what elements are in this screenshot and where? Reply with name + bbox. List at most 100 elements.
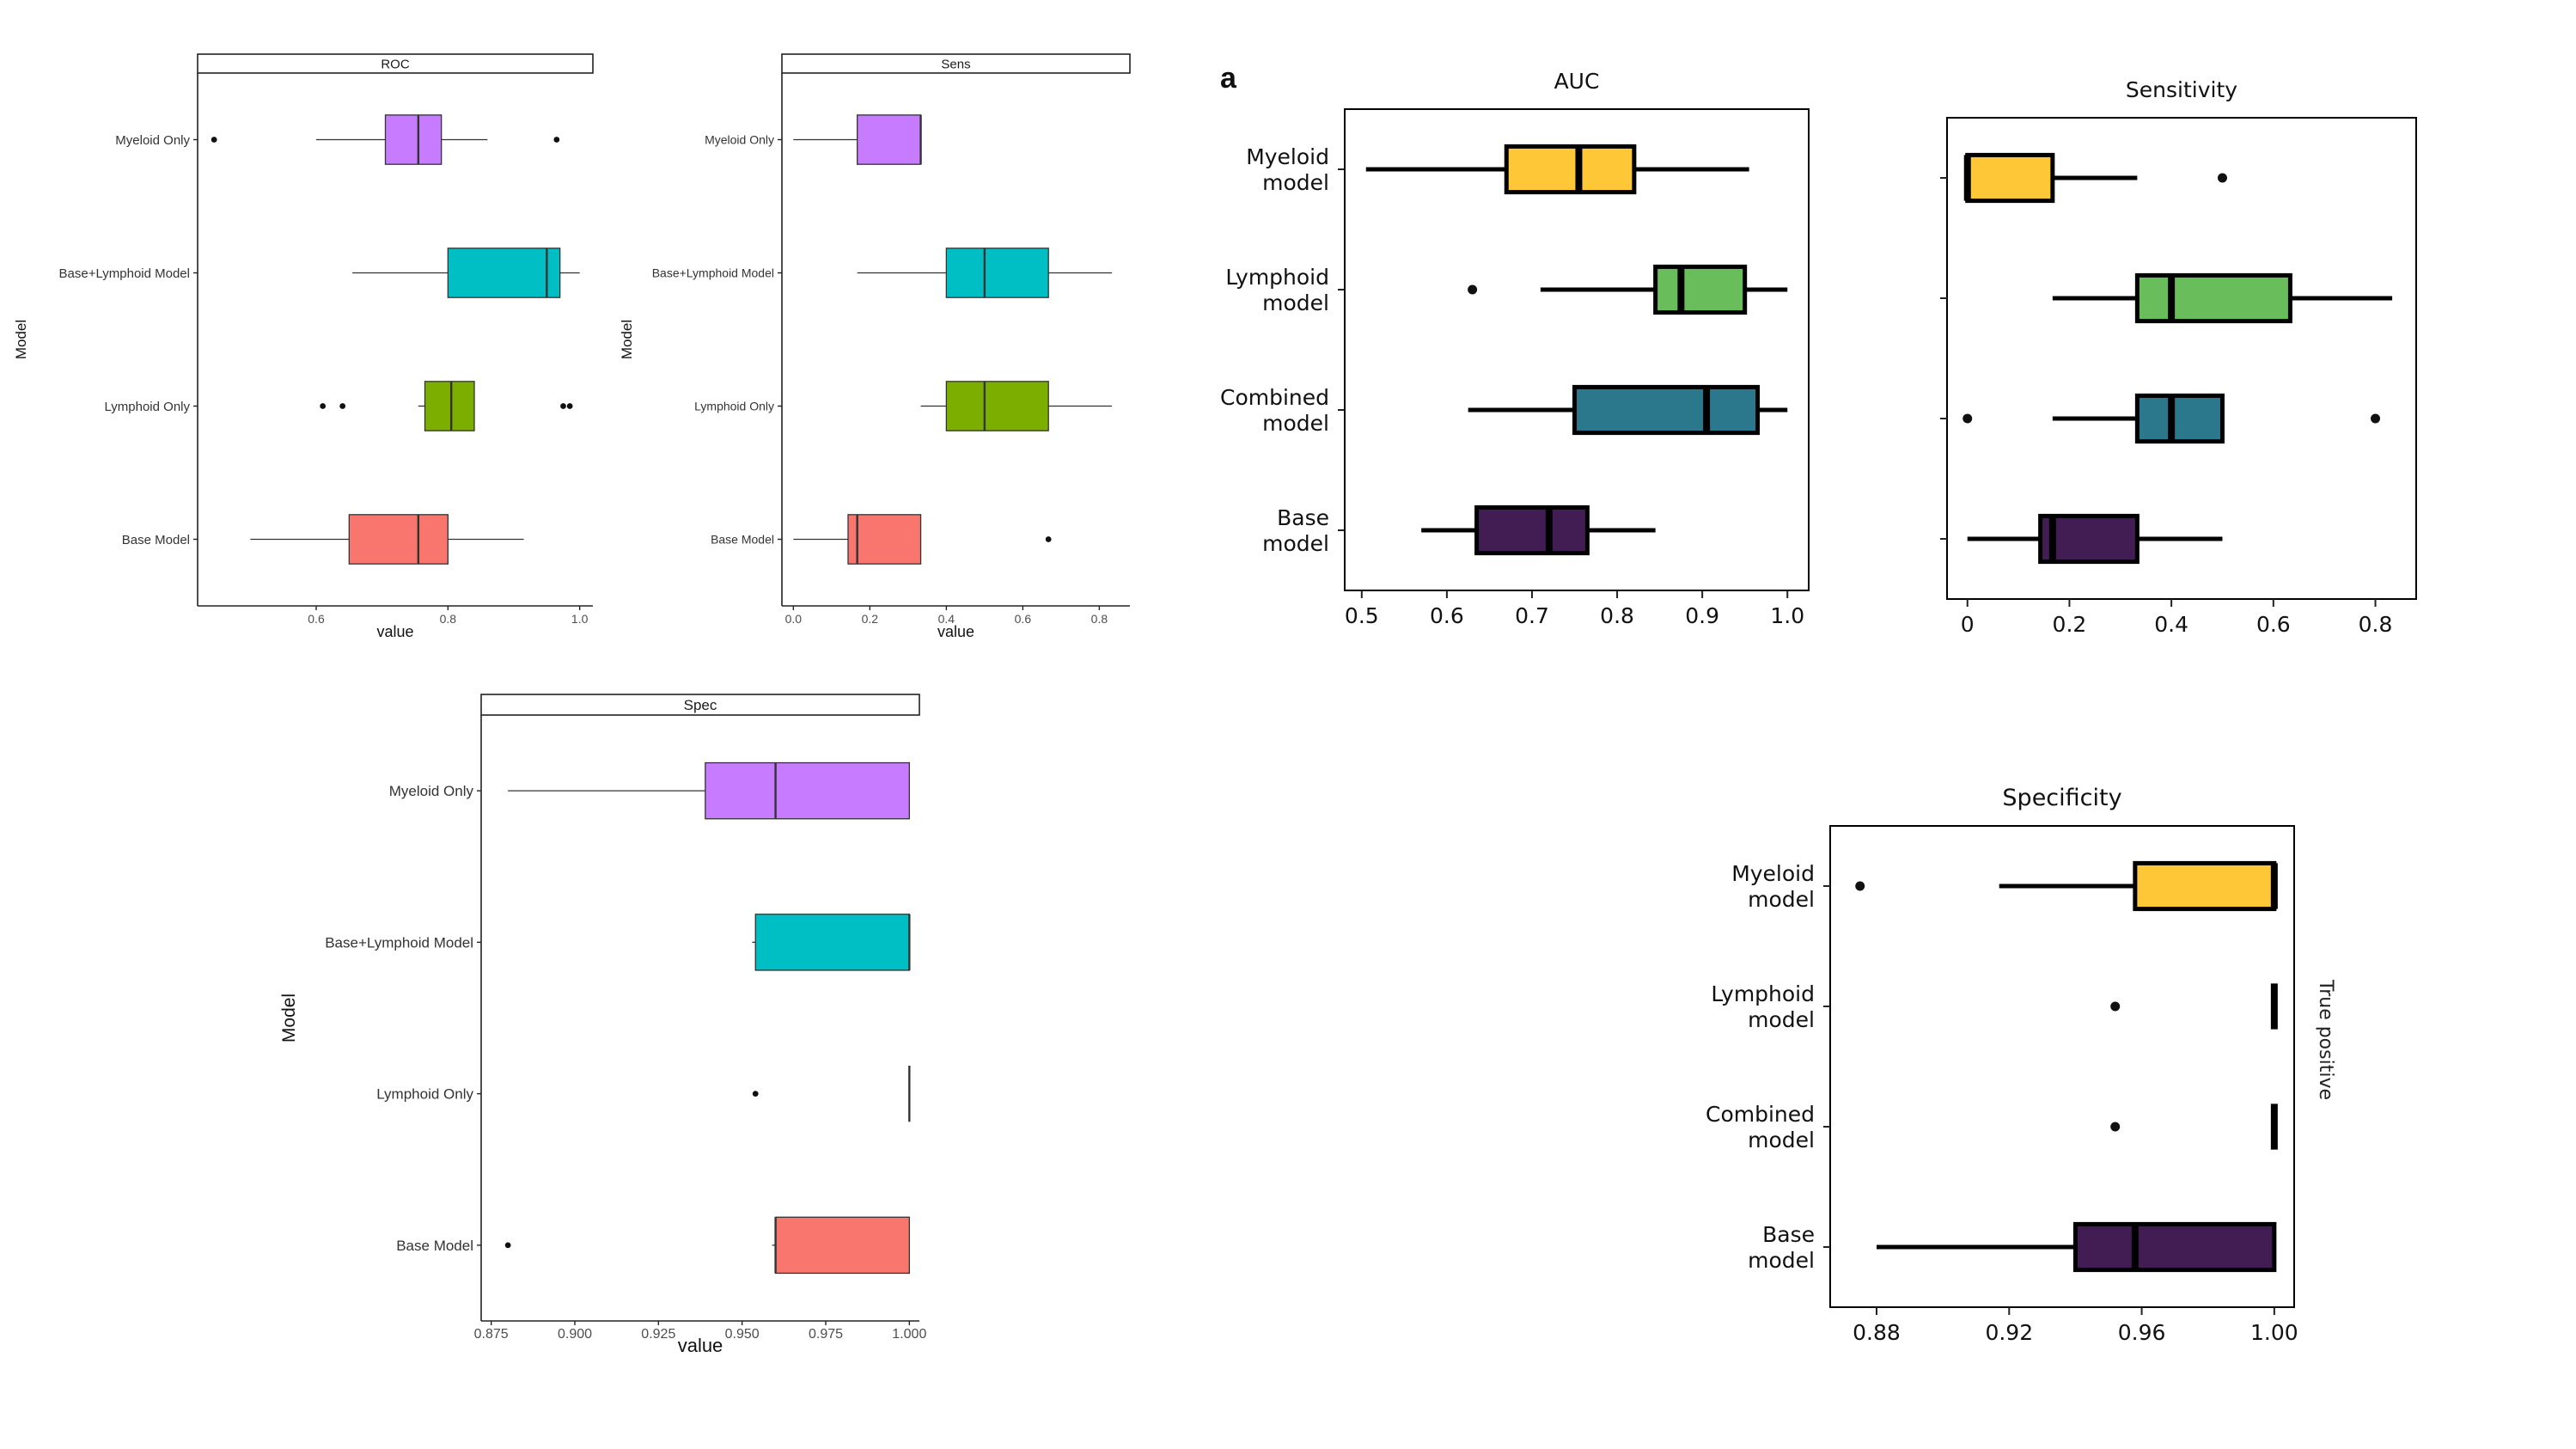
gg-sens-x-tick-label: 0.8 [1091,612,1108,626]
np-sens-box [2134,393,2225,444]
np-sens-x-tick-label: 0.2 [2053,612,2087,637]
gg-spec-outlier-point [752,1091,759,1097]
gg-roc-box [447,248,561,298]
gg-sens-box [847,514,922,565]
gg-roc-outlier-point [553,137,560,143]
np-spec-x-tick-label: 0.96 [2118,1320,2166,1345]
gg-roc-category-label: Base Model [122,533,190,547]
category-label-line: Base+Lymphoid Model [652,266,774,279]
category-label-line: Lymphoid Only [376,1086,473,1103]
category-label-line: model [1748,887,1815,912]
category-label-line: model [1262,290,1329,315]
np-sens-frame [1946,117,2417,600]
gg-spec-x-tick-label: 1.000 [892,1327,926,1342]
gg-spec-category-label: Lymphoid Only [376,1086,473,1103]
category-label-line: Lymphoid Only [105,400,191,414]
gg-sens-category-label: Lymphoid Only [694,399,774,413]
np-sens-box [1965,152,2055,204]
gg-sens-category-label: Base+Lymphoid Model [652,266,774,279]
category-label-line: model [1262,411,1329,436]
category-label-line: model [1262,531,1329,556]
category-label-line: Myeloid [1246,144,1329,169]
gg-spec-x-tick-label: 0.975 [809,1327,843,1342]
side-label-group: True positives [2315,979,2336,1110]
gg-sens-x-tick-label: 0.0 [785,612,803,626]
gg-roc-x-axis-title: value [376,623,413,640]
np-spec-category-label: Myeloid model [1731,861,1815,912]
np-auc-box [1572,384,1761,436]
np-spec-category-label: Base model [1748,1222,1815,1273]
np-auc-x-tick-label: 1.0 [1770,603,1804,628]
gg-spec-x-tick-label: 0.875 [474,1327,509,1342]
np-auc-x-tick-label: 0.9 [1685,603,1719,628]
np-auc-title: AUC [1554,69,1600,94]
gg-spec-x-tick-label: 0.900 [558,1327,592,1342]
gg-roc-strip [197,53,594,74]
gg-sens-title: Sens [941,57,970,71]
category-label-line: Base Model [396,1238,473,1254]
gg-roc-y-axis-title: Model [13,320,29,359]
np-auc-frame [1344,108,1810,591]
gg-sens-box [945,248,1049,298]
np-spec-category-label: Lymphoid model [1711,981,1815,1032]
category-label-line: Lymphoid Only [694,399,774,413]
gg-sens-y-axis-title: Model [619,320,635,359]
np-sens-x-tick-label: 0.6 [2256,612,2291,637]
gg-spec-box [705,761,910,820]
gg-sens-x-tick-label: 0.2 [862,612,879,626]
np-auc-outlier-point [1468,284,1478,295]
np-auc-box [1474,504,1590,556]
gg-spec-chart: Spec 0.875 0.900 0.925 0.950 0.975 1.000 value M… [279,694,926,1356]
cropped-side-label: True positives [2315,979,2336,1110]
np-auc-category-label: Combined model [1220,385,1329,436]
category-label-line: Combined [1220,385,1329,410]
category-label-line: Lymphoid [1711,981,1815,1006]
np-spec-outlier-point [2110,1001,2121,1012]
np-auc-box [1653,264,1748,315]
np-auc-category-label: Myeloid model [1246,144,1329,195]
np-sens-title: Sensitivity [2126,77,2237,102]
np-sens-x-tick-label: 0 [1961,612,1975,637]
gg-roc-box [348,514,449,565]
category-label-line: model [1748,1007,1815,1032]
gg-spec-category-label: Base Model [396,1238,473,1254]
gg-roc-x-tick-label: 1.0 [571,612,589,626]
category-label-line: model [1748,1128,1815,1152]
gg-sens-chart: Sens 0.0 0.2 0.4 0.6 0.8 value Model Myeloid Onl… [619,53,1131,640]
np-auc-x-tick-label: 0.8 [1600,603,1634,628]
np-auc-x-tick-label: 0.5 [1345,603,1379,628]
gg-roc-category-label: Lymphoid Only [105,400,191,414]
gg-roc-chart: ROC 0.6 0.8 1.0 value Model Myeloid Only Base+L… [13,53,594,640]
gg-spec-category-label: Myeloid Only [389,783,474,799]
gg-roc-outlier-point [560,403,566,409]
np-auc-box [1504,144,1637,195]
np-auc-x-tick-label: 0.6 [1430,603,1464,628]
category-label-line: Myeloid Only [115,133,190,148]
gg-roc-x-tick-label: 0.6 [308,612,325,626]
figure-panel-label: a [1220,62,1237,95]
gg-spec-box [774,1216,910,1275]
gg-roc-category-label: Myeloid Only [115,133,190,148]
gg-roc-outlier-point [566,403,573,409]
gg-sens-category-label: Myeloid Only [705,132,774,146]
gg-sens-x-tick-label: 0.6 [1015,612,1032,626]
np-sens-x-tick-label: 0.8 [2359,612,2393,637]
gg-spec-category-label: Base+Lymphoid Model [325,934,473,951]
np-spec-outlier-point [2110,1122,2121,1132]
gg-roc-outlier-point [320,403,327,409]
category-label-line: Myeloid Only [705,132,774,146]
np-sens-box [2038,513,2140,565]
gg-sens-box [945,381,1049,431]
gg-roc-box [384,114,443,165]
category-label-line: Base+Lymphoid Model [59,266,190,281]
category-label-line: Myeloid Only [389,783,474,799]
gg-spec-title: Spec [684,697,717,713]
np-spec-frame [1829,825,2295,1308]
category-label-line: model [1262,170,1329,195]
gg-sens-strip [781,53,1131,74]
gg-spec-y-axis-title: Model [279,994,299,1042]
np-auc-x-tick-label: 0.7 [1515,603,1549,628]
np-spec-category-label: Combined model [1706,1102,1815,1152]
category-label-line: Base Model [122,533,190,547]
